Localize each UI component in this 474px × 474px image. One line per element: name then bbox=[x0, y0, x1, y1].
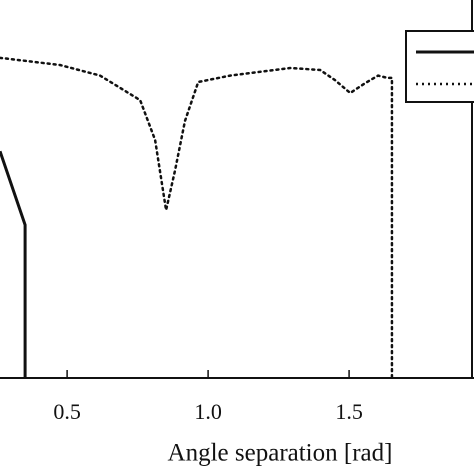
x-tick-label: 0.5 bbox=[53, 399, 81, 424]
series-line bbox=[0, 150, 27, 378]
legend-box bbox=[405, 30, 474, 103]
x-tick-label: 1.0 bbox=[194, 399, 222, 424]
x-axis-label: Angle separation [rad] bbox=[168, 440, 393, 467]
series-line bbox=[0, 56, 394, 380]
x-tick-label: 1.5 bbox=[335, 399, 363, 424]
